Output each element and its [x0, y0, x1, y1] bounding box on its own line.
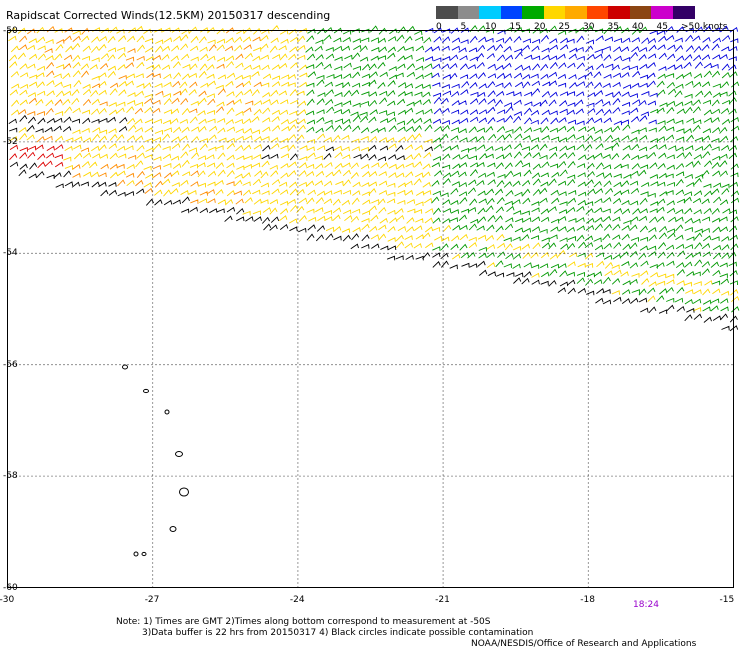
- lat-label: -56: [3, 359, 18, 370]
- note-line-1: Note: 1) Times are GMT 2)Times along bot…: [116, 617, 491, 627]
- legend-label: 35: [607, 22, 619, 32]
- legend-swatch: [651, 6, 673, 19]
- legend-swatch: [672, 6, 695, 19]
- legend-label: 30: [583, 22, 595, 32]
- legend-swatch: [522, 6, 544, 19]
- wind-speed-legend: 0 5 10 15 20 25 30 35 40 45 >50 knots: [436, 6, 740, 36]
- legend-swatch: [565, 6, 587, 19]
- legend-swatch: [629, 6, 652, 19]
- lat-label: -60: [3, 582, 18, 593]
- legend-label: 20: [534, 22, 546, 32]
- lat-label: -52: [3, 136, 18, 147]
- time-label: 18:24: [633, 600, 659, 610]
- island-outline: [169, 526, 177, 532]
- island-outline: [179, 487, 189, 497]
- wind-barbs-layer: [8, 25, 740, 332]
- lon-label: -30: [0, 595, 15, 605]
- island-outline: [133, 551, 139, 557]
- legend-swatch: [479, 6, 501, 19]
- lon-label: -15: [719, 595, 735, 605]
- legend-swatch: [500, 6, 523, 19]
- wind-barb-group: [424, 25, 739, 126]
- legend-label: 25: [558, 22, 570, 32]
- legend-label: 15: [509, 22, 521, 32]
- wind-barb-group: [8, 25, 740, 312]
- legend-label: >50 knots: [681, 22, 728, 32]
- legend-label: 10: [485, 22, 497, 32]
- legend-swatch: [608, 6, 630, 19]
- islands-layer: [122, 364, 189, 557]
- legend-swatch: [586, 6, 609, 19]
- legend-label: 40: [632, 22, 644, 32]
- legend-label: 45: [656, 22, 668, 32]
- credit-line: NOAA/NESDIS/Office of Research and Appli…: [471, 639, 697, 649]
- island-outline: [143, 388, 149, 394]
- note-line-2: 3)Data buffer is 22 hrs from 20150317 4)…: [142, 628, 534, 638]
- lon-label: -27: [144, 595, 160, 605]
- legend-swatch: [457, 6, 480, 19]
- island-outline: [122, 364, 128, 370]
- lat-label: -50: [3, 25, 18, 36]
- lat-label: -58: [3, 471, 18, 482]
- lat-label: -54: [3, 248, 18, 259]
- lon-label: -21: [435, 595, 450, 605]
- island-outline: [141, 551, 147, 557]
- island-outline: [175, 451, 183, 457]
- lon-label: -18: [580, 595, 595, 605]
- map-title: Rapidscat Corrected Winds(12.5KM) 201503…: [6, 9, 331, 22]
- island-outline: [164, 409, 170, 415]
- map-frame: [7, 30, 734, 588]
- wind-barb-group: [8, 114, 739, 332]
- legend-swatch: [543, 6, 566, 19]
- lon-label: -24: [289, 595, 305, 605]
- legend-label: 5: [460, 22, 467, 32]
- wind-barb-group: [9, 144, 64, 169]
- legend-swatch: [436, 6, 458, 19]
- wind-barb-group: [305, 25, 740, 313]
- legend-label: 0: [436, 22, 442, 32]
- wind-barb-group: [18, 25, 262, 205]
